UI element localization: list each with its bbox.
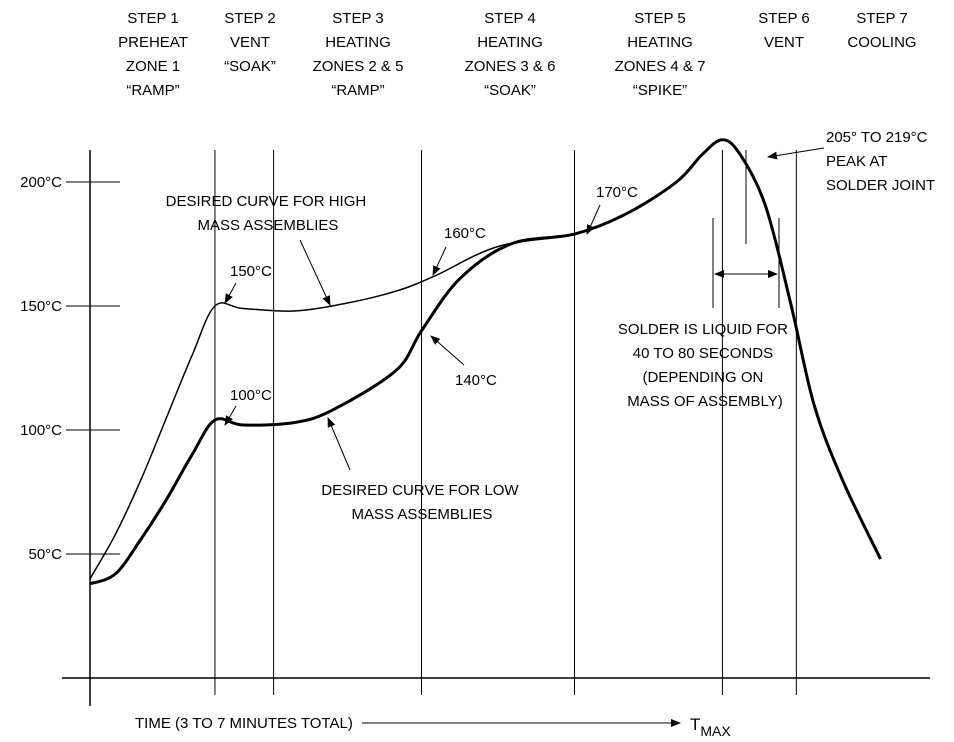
- step-header-line: “SOAK”: [484, 82, 536, 99]
- annotations: DESIRED CURVE FOR HIGH MASS ASSEMBLIES D…: [166, 129, 936, 523]
- step-header-line: “SOAK”: [224, 58, 276, 75]
- label-160: 160°C: [444, 225, 486, 242]
- step-header-line: ZONE 1: [126, 58, 180, 75]
- arrow-150: [224, 282, 237, 304]
- peak-label-line-2: PEAK AT: [826, 153, 887, 170]
- y-tick-label: 50°C: [28, 546, 62, 563]
- step-header-line: VENT: [764, 34, 804, 51]
- step-headers: STEP 1 PREHEAT ZONE 1 “RAMP” STEP 2 VENT “SOAK…: [118, 10, 916, 99]
- step-boundary-lines: [214, 150, 797, 695]
- series-line-low-mass: [89, 138, 882, 586]
- t-max-subscript: MAX: [700, 723, 731, 739]
- step-header-line: PREHEAT: [118, 34, 188, 51]
- y-ticks: 50°C 100°C 150°C 200°C: [20, 174, 120, 563]
- series-group: [89, 138, 882, 586]
- step-header-line: STEP 6: [758, 10, 809, 27]
- step-header-line: ZONES 3 & 6: [465, 58, 556, 75]
- step-header-line: “RAMP”: [331, 82, 384, 99]
- step-header-line: ZONES 4 & 7: [615, 58, 706, 75]
- step-header: STEP 6 VENT: [758, 10, 809, 51]
- high-mass-label-line-2: MASS ASSEMBLIES: [198, 217, 339, 234]
- label-150: 150°C: [230, 263, 272, 280]
- liquid-label-line-3: (DEPENDING ON: [642, 369, 763, 386]
- step-header-line: COOLING: [847, 34, 916, 51]
- step-header-line: STEP 1: [127, 10, 178, 27]
- high-mass-arrow: [299, 239, 331, 306]
- high-mass-label: DESIRED CURVE FOR HIGH MASS ASSEMBLIES: [166, 193, 371, 234]
- liquid-label-line-1: SOLDER IS LIQUID FOR: [618, 321, 788, 338]
- peak-arrow: [767, 147, 825, 160]
- high-mass-label-line-1: DESIRED CURVE FOR HIGH: [166, 193, 367, 210]
- step-header-line: “SPIKE”: [633, 82, 687, 99]
- y-tick-label: 150°C: [20, 298, 62, 315]
- step-header-line: STEP 3: [332, 10, 383, 27]
- step-header: STEP 1 PREHEAT ZONE 1 “RAMP”: [118, 10, 188, 99]
- low-mass-label: DESIRED CURVE FOR LOW MASS ASSEMBLIES: [321, 482, 522, 523]
- label-100: 100°C: [230, 387, 272, 404]
- step-header-line: STEP 4: [484, 10, 535, 27]
- liquid-label: SOLDER IS LIQUID FOR 40 TO 80 SECONDS (D…: [618, 321, 792, 410]
- y-tick-label: 100°C: [20, 422, 62, 439]
- step-header-line: HEATING: [325, 34, 391, 51]
- arrow-160: [432, 246, 447, 276]
- step-header-line: STEP 2: [224, 10, 275, 27]
- low-mass-arrow: [327, 417, 351, 471]
- arrow-140: [430, 335, 465, 366]
- step-header-line: STEP 5: [634, 10, 685, 27]
- peak-label: 205° TO 219°C PEAK AT SOLDER JOINT: [826, 129, 935, 194]
- step-header-line: HEATING: [627, 34, 693, 51]
- y-tick-label: 200°C: [20, 174, 62, 191]
- step-header: STEP 3 HEATING ZONES 2 & 5 “RAMP”: [313, 10, 404, 99]
- step-header-line: ZONES 2 & 5: [313, 58, 404, 75]
- liquid-label-line-4: MASS OF ASSEMBLY): [627, 393, 783, 410]
- x-axis-label: TIME (3 TO 7 MINUTES TOTAL): [135, 715, 353, 732]
- t-max-label: TMAX: [690, 715, 731, 739]
- step-header-line: HEATING: [477, 34, 543, 51]
- step-header: STEP 7 COOLING: [847, 10, 916, 51]
- label-170: 170°C: [596, 184, 638, 201]
- step-header-line: STEP 7: [856, 10, 907, 27]
- low-mass-label-line-1: DESIRED CURVE FOR LOW: [321, 482, 519, 499]
- label-140: 140°C: [455, 372, 497, 389]
- arrow-100: [224, 405, 237, 426]
- low-mass-label-line-2: MASS ASSEMBLIES: [352, 506, 493, 523]
- peak-label-line-1: 205° TO 219°C: [826, 129, 928, 146]
- step-header: STEP 5 HEATING ZONES 4 & 7 “SPIKE”: [615, 10, 706, 99]
- step-header: STEP 4 HEATING ZONES 3 & 6 “SOAK”: [465, 10, 556, 99]
- step-header: STEP 2 VENT “SOAK”: [224, 10, 276, 75]
- liquid-label-line-2: 40 TO 80 SECONDS: [633, 345, 773, 362]
- peak-label-line-3: SOLDER JOINT: [826, 177, 935, 194]
- arrow-170: [586, 204, 601, 235]
- step-header-line: VENT: [230, 34, 270, 51]
- step-header-line: “RAMP”: [126, 82, 179, 99]
